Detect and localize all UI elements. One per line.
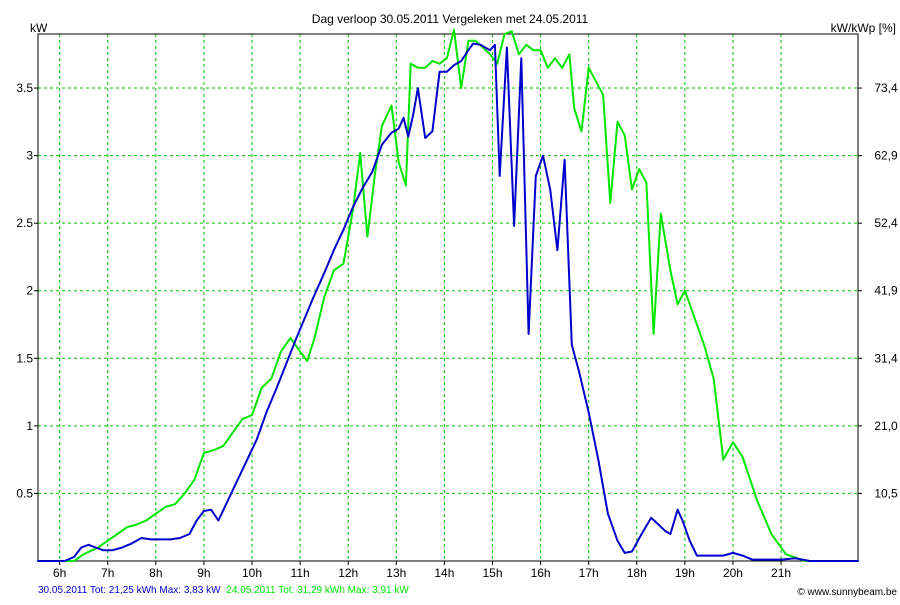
legend-entry-30-05: 30.05.2011 Tot: 21,25 kWh Max: 3,83 kW (38, 585, 221, 596)
y-tick-label-right: 21,0 (874, 419, 898, 433)
y-tick-label-right: 52,4 (874, 216, 898, 230)
y-axis-right-label: kW/kWp [%] (831, 21, 896, 35)
x-tick-label: 19h (675, 566, 695, 580)
y-tick-label-right: 73,4 (874, 81, 898, 95)
y-tick-label-right: 10,5 (874, 486, 898, 500)
y-axis-left-label: kW (30, 21, 48, 35)
grid (38, 34, 858, 561)
y-tick-label-left: 0.5 (16, 486, 33, 500)
x-tick-label: 16h (531, 566, 551, 580)
x-tick-label: 18h (627, 566, 647, 580)
x-tick-label: 8h (149, 566, 162, 580)
axis-labels: 6h 7h 8h 9h 10h 11h 12h 13h 14h 15h 16h 17h 18h 19h 20… (16, 81, 898, 580)
y-tick-label-left: 1.5 (16, 351, 33, 365)
y-tick-label-right: 62,9 (874, 149, 898, 163)
x-tick-label: 9h (197, 566, 210, 580)
y-tick-label-right: 41,9 (874, 284, 898, 298)
y-tick-label-left: 3 (26, 149, 33, 163)
x-tick-label: 21h (771, 566, 791, 580)
series-line-30-05-2011 (37, 42, 859, 562)
x-tick-label: 10h (242, 566, 262, 580)
y-tick-label-right: 31,4 (874, 351, 898, 365)
credit-text: © www.sunnybeam.be (797, 587, 897, 598)
series-line-24-05-2011 (37, 28, 859, 562)
x-tick-label: 20h (723, 566, 743, 580)
x-tick-label: 6h (53, 566, 66, 580)
legend-entry-24-05: 24.05.2011 Tot: 31,29 kWh Max: 3,91 kW (226, 585, 409, 596)
y-tick-label-left: 2 (26, 284, 33, 298)
y-tick-label-left: 3.5 (16, 81, 33, 95)
x-tick-label: 13h (386, 566, 406, 580)
series-layer (37, 28, 859, 562)
chart-title: Dag verloop 30.05.2011 Vergeleken met 24… (312, 12, 589, 26)
x-tick-label: 12h (338, 566, 358, 580)
x-tick-label: 7h (101, 566, 114, 580)
x-tick-label: 17h (579, 566, 599, 580)
x-tick-label: 11h (291, 566, 310, 580)
y-tick-label-left: 1 (26, 419, 33, 433)
x-tick-label: 14h (434, 566, 454, 580)
legend: 30.05.2011 Tot: 21,25 kWh Max: 3,83 kW 2… (38, 585, 409, 596)
y-tick-label-left: 2.5 (16, 216, 33, 230)
plot-frame (37, 33, 859, 562)
x-tick-label: 15h (482, 566, 502, 580)
